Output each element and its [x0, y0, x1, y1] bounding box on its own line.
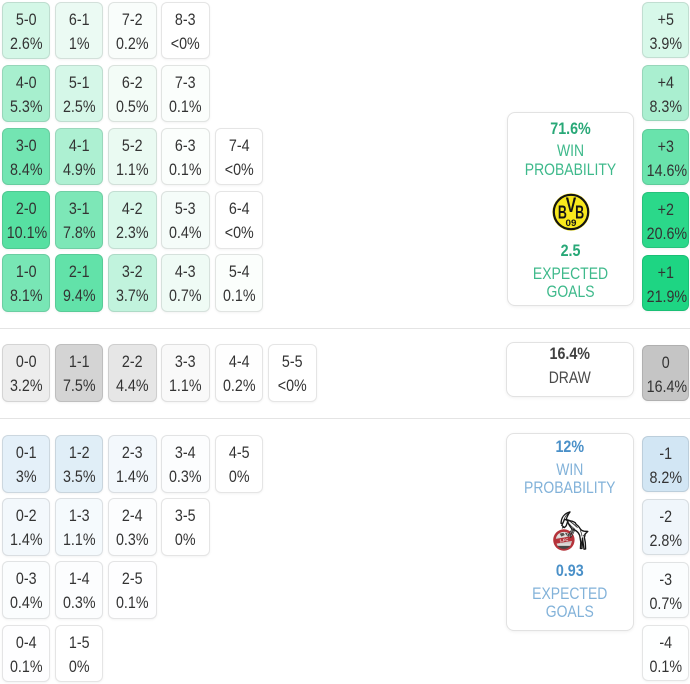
svg-text:1.FC: 1.FC [559, 537, 569, 543]
svg-text:B: B [575, 201, 584, 222]
svg-text:B: B [558, 201, 567, 222]
svg-text:V: V [566, 193, 577, 217]
svg-text:09: 09 [566, 218, 577, 229]
